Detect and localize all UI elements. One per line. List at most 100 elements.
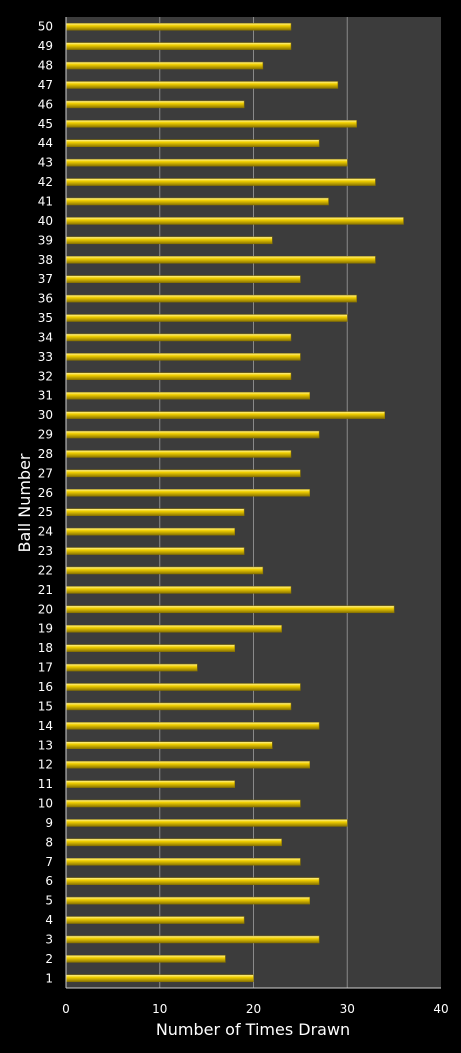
y-tick-label: 25 (38, 505, 53, 519)
bar-ball-12 (65, 760, 310, 769)
y-tick-label: 18 (38, 641, 53, 655)
y-tick-label: 38 (38, 253, 53, 267)
bar-ball-26 (65, 489, 310, 497)
bar-ball-31 (65, 391, 310, 400)
y-tick-label: 20 (38, 602, 53, 616)
bar-ball-23 (65, 547, 245, 555)
y-tick-label: 43 (38, 156, 53, 170)
bar-ball-4 (65, 916, 245, 924)
bar-ball-16 (65, 683, 301, 691)
x-tick-label: 0 (62, 1002, 70, 1016)
bar-ball-25 (65, 508, 245, 516)
bar-ball-49 (65, 42, 292, 50)
y-tick-label: 42 (38, 175, 53, 189)
bar-ball-10 (65, 799, 301, 808)
bar-ball-18 (65, 644, 235, 652)
bar-ball-21 (65, 586, 292, 594)
bar-ball-46 (65, 100, 245, 109)
x-tick-labels: 0 10 20 30 40 (62, 1002, 448, 1016)
x-tick-label: 20 (246, 1002, 261, 1016)
bar-ball-47 (65, 81, 339, 89)
bar-ball-48 (65, 61, 264, 70)
bar-ball-45 (65, 120, 357, 128)
bar-ball-15 (65, 702, 292, 711)
bar-ball-30 (65, 411, 385, 419)
y-tick-label: 17 (38, 661, 53, 675)
y-tick-label: 6 (45, 874, 53, 888)
bar-ball-41 (65, 197, 329, 206)
bar-ball-17 (65, 663, 198, 672)
y-tick-label: 19 (38, 622, 53, 636)
bars (65, 22, 404, 983)
y-tick-label: 27 (38, 466, 53, 480)
y-tick-label: 45 (38, 117, 53, 131)
y-tick-label: 41 (38, 194, 53, 208)
bar-ball-32 (65, 372, 292, 381)
bar-ball-19 (65, 624, 282, 633)
bar-ball-11 (65, 780, 235, 788)
y-tick-label: 31 (38, 389, 53, 403)
x-axis-title: Number of Times Drawn (156, 1020, 350, 1039)
y-tick-label: 9 (45, 816, 53, 830)
bar-ball-20 (65, 605, 395, 614)
bar-ball-2 (65, 955, 226, 963)
y-tick-label: 3 (45, 932, 53, 946)
y-tick-label: 13 (38, 738, 53, 752)
y-tick-labels: 1234567891011121314151617181920212223242… (38, 20, 53, 986)
bar-ball-44 (65, 139, 320, 147)
bar-ball-33 (65, 353, 301, 361)
bar-ball-5 (65, 896, 310, 905)
y-tick-label: 24 (38, 525, 53, 539)
bar-ball-29 (65, 430, 320, 439)
y-tick-label: 29 (38, 428, 53, 442)
y-tick-label: 34 (38, 330, 53, 344)
y-tick-label: 14 (38, 719, 53, 733)
bar-ball-37 (65, 275, 301, 283)
y-tick-label: 49 (38, 39, 53, 53)
y-tick-label: 32 (38, 369, 53, 383)
x-tick-label: 10 (152, 1002, 167, 1016)
y-tick-label: 37 (38, 272, 53, 286)
y-tick-label: 23 (38, 544, 53, 558)
bar-ball-43 (65, 158, 348, 167)
y-tick-label: 40 (38, 214, 53, 228)
x-tick-label: 30 (340, 1002, 355, 1016)
y-tick-label: 33 (38, 350, 53, 364)
y-tick-label: 28 (38, 447, 53, 461)
bar-ball-8 (65, 838, 282, 847)
y-tick-label: 5 (45, 894, 53, 908)
y-tick-label: 36 (38, 292, 53, 306)
bar-ball-40 (65, 217, 404, 225)
bar-ball-1 (65, 974, 254, 983)
y-tick-label: 7 (45, 855, 53, 869)
bar-ball-39 (65, 236, 273, 245)
y-tick-label: 12 (38, 758, 53, 772)
bar-ball-34 (65, 333, 292, 342)
y-tick-label: 35 (38, 311, 53, 325)
y-tick-label: 44 (38, 136, 53, 150)
bar-ball-42 (65, 178, 376, 186)
y-tick-label: 2 (45, 952, 53, 966)
y-tick-label: 22 (38, 563, 53, 577)
y-tick-label: 15 (38, 699, 53, 713)
y-axis-title: Ball Number (15, 453, 34, 552)
bar-ball-14 (65, 722, 320, 730)
bar-ball-9 (65, 819, 348, 827)
bar-ball-3 (65, 935, 320, 944)
y-tick-label: 1 (45, 971, 53, 985)
bar-ball-6 (65, 877, 320, 885)
y-tick-label: 21 (38, 583, 53, 597)
bar-ball-22 (65, 566, 264, 575)
y-tick-label: 46 (38, 97, 53, 111)
bar-ball-35 (65, 314, 348, 322)
y-tick-label: 4 (45, 913, 53, 927)
bar-ball-28 (65, 450, 292, 458)
y-tick-label: 8 (45, 835, 53, 849)
y-tick-label: 47 (38, 78, 53, 92)
bar-ball-13 (65, 741, 273, 749)
y-tick-label: 48 (38, 59, 53, 73)
bar-ball-27 (65, 469, 301, 478)
x-tick-label: 40 (433, 1002, 448, 1016)
y-tick-label: 30 (38, 408, 53, 422)
